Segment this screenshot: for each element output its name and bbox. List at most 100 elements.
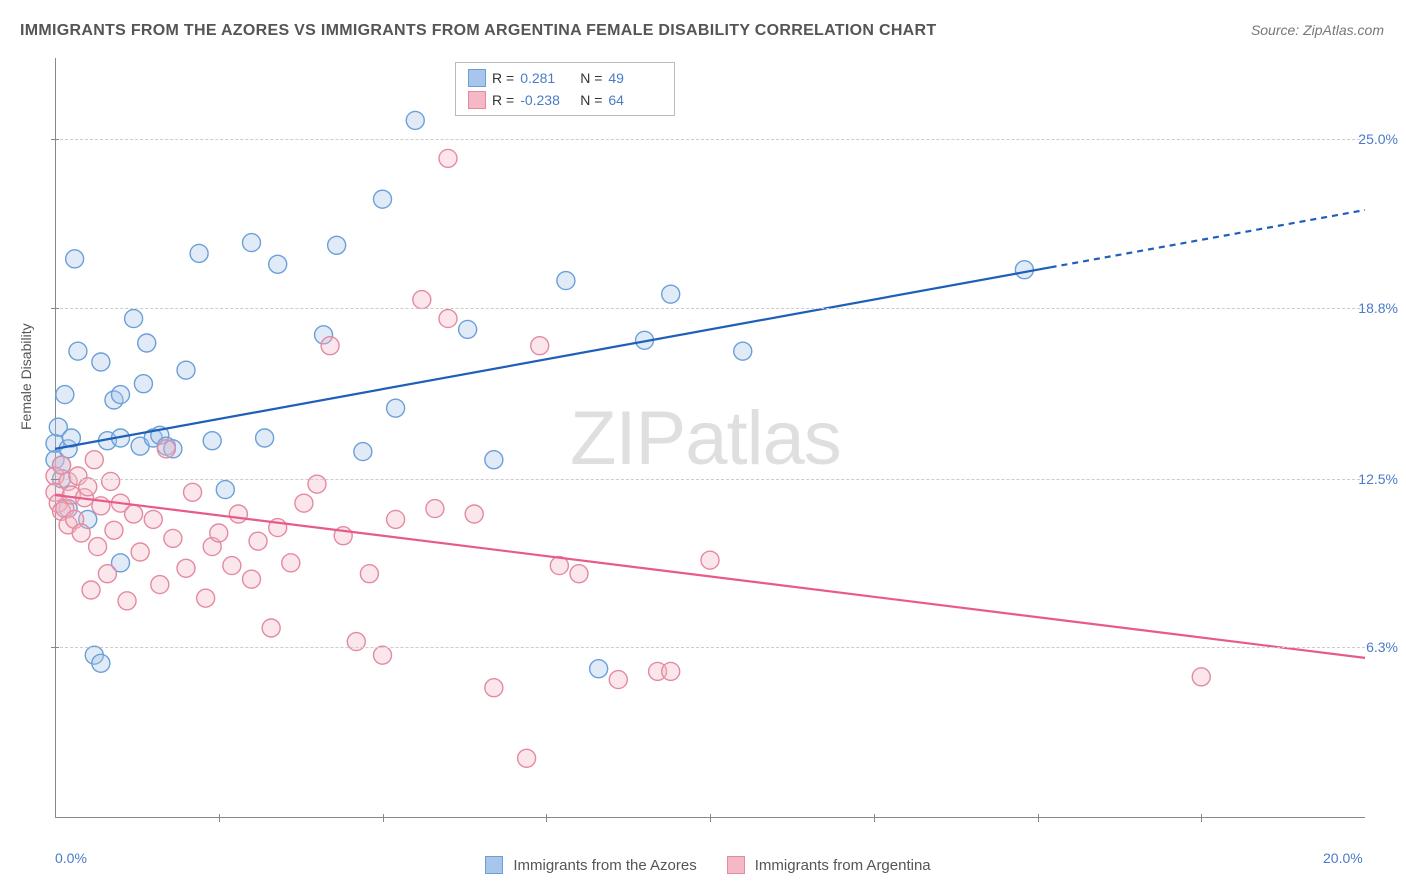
- y-tick-label: 6.3%: [1366, 639, 1398, 655]
- data-point: [229, 505, 247, 523]
- legend-swatch: [468, 91, 486, 109]
- y-tick-label: 18.8%: [1358, 300, 1398, 316]
- data-point: [662, 285, 680, 303]
- data-point: [609, 671, 627, 689]
- source-label: Source: ZipAtlas.com: [1251, 22, 1384, 38]
- trend-line-dashed: [1051, 210, 1365, 267]
- data-point: [360, 565, 378, 583]
- data-point: [557, 272, 575, 290]
- x-tick-label: 0.0%: [55, 850, 87, 866]
- gridline: [55, 647, 1365, 648]
- data-point: [177, 559, 195, 577]
- data-point: [531, 337, 549, 355]
- gridline: [55, 139, 1365, 140]
- data-point: [328, 236, 346, 254]
- legend-row: R =-0.238N =64: [468, 89, 662, 111]
- data-point: [157, 440, 175, 458]
- data-point: [387, 510, 405, 528]
- data-point: [89, 538, 107, 556]
- data-point: [1192, 668, 1210, 686]
- data-point: [518, 749, 536, 767]
- data-point: [439, 149, 457, 167]
- data-point: [485, 679, 503, 697]
- data-point: [295, 494, 313, 512]
- data-point: [98, 565, 116, 583]
- data-point: [125, 505, 143, 523]
- data-point: [184, 483, 202, 501]
- data-point: [203, 432, 221, 450]
- data-point: [459, 320, 477, 338]
- data-point: [570, 565, 588, 583]
- bottom-legend-item: Immigrants from the Azores: [475, 857, 696, 874]
- x-tick: [874, 814, 875, 822]
- y-tick-label: 25.0%: [1358, 131, 1398, 147]
- y-tick: [51, 139, 59, 140]
- gridline: [55, 479, 1365, 480]
- data-point: [590, 660, 608, 678]
- data-point: [105, 521, 123, 539]
- data-point: [321, 337, 339, 355]
- data-point: [190, 244, 208, 262]
- legend-swatch: [727, 856, 745, 874]
- y-axis-label: Female Disability: [18, 323, 34, 430]
- data-point: [164, 529, 182, 547]
- x-tick: [383, 814, 384, 822]
- data-point: [662, 662, 680, 680]
- data-point: [701, 551, 719, 569]
- data-point: [485, 451, 503, 469]
- data-point: [269, 255, 287, 273]
- data-point: [1015, 261, 1033, 279]
- data-point: [262, 619, 280, 637]
- stats-legend: R =0.281N =49R =-0.238N =64: [455, 62, 675, 116]
- data-point: [131, 543, 149, 561]
- chart-title: IMMIGRANTS FROM THE AZORES VS IMMIGRANTS…: [20, 22, 936, 40]
- data-point: [92, 353, 110, 371]
- x-tick: [546, 814, 547, 822]
- x-tick: [1038, 814, 1039, 822]
- data-point: [144, 510, 162, 528]
- data-point: [406, 111, 424, 129]
- r-label: R =: [492, 89, 514, 111]
- x-tick: [219, 814, 220, 822]
- data-point: [734, 342, 752, 360]
- data-point: [223, 557, 241, 575]
- data-point: [118, 592, 136, 610]
- data-point: [374, 646, 392, 664]
- data-point: [72, 524, 90, 542]
- r-value: 0.281: [520, 67, 574, 89]
- data-point: [92, 654, 110, 672]
- data-point: [53, 456, 71, 474]
- data-point: [56, 386, 74, 404]
- scatter-plot-svg: [55, 58, 1365, 818]
- data-point: [82, 581, 100, 599]
- data-point: [151, 576, 169, 594]
- data-point: [465, 505, 483, 523]
- legend-swatch: [485, 856, 503, 874]
- data-point: [112, 386, 130, 404]
- series-legend: Immigrants from the AzoresImmigrants fro…: [0, 856, 1406, 874]
- x-tick: [1201, 814, 1202, 822]
- data-point: [374, 190, 392, 208]
- data-point: [66, 250, 84, 268]
- data-point: [387, 399, 405, 417]
- legend-swatch: [468, 69, 486, 87]
- y-tick-label: 12.5%: [1358, 471, 1398, 487]
- y-tick: [51, 308, 59, 309]
- r-label: R =: [492, 67, 514, 89]
- data-point: [354, 443, 372, 461]
- data-point: [79, 478, 97, 496]
- n-value: 49: [608, 67, 662, 89]
- n-value: 64: [608, 89, 662, 111]
- legend-row: R =0.281N =49: [468, 67, 662, 89]
- data-point: [249, 532, 267, 550]
- data-point: [413, 291, 431, 309]
- x-tick: [710, 814, 711, 822]
- data-point: [125, 310, 143, 328]
- data-point: [439, 310, 457, 328]
- data-point: [243, 234, 261, 252]
- data-point: [216, 481, 234, 499]
- data-point: [426, 500, 444, 518]
- data-point: [138, 334, 156, 352]
- data-point: [282, 554, 300, 572]
- x-tick-label: 20.0%: [1323, 850, 1363, 866]
